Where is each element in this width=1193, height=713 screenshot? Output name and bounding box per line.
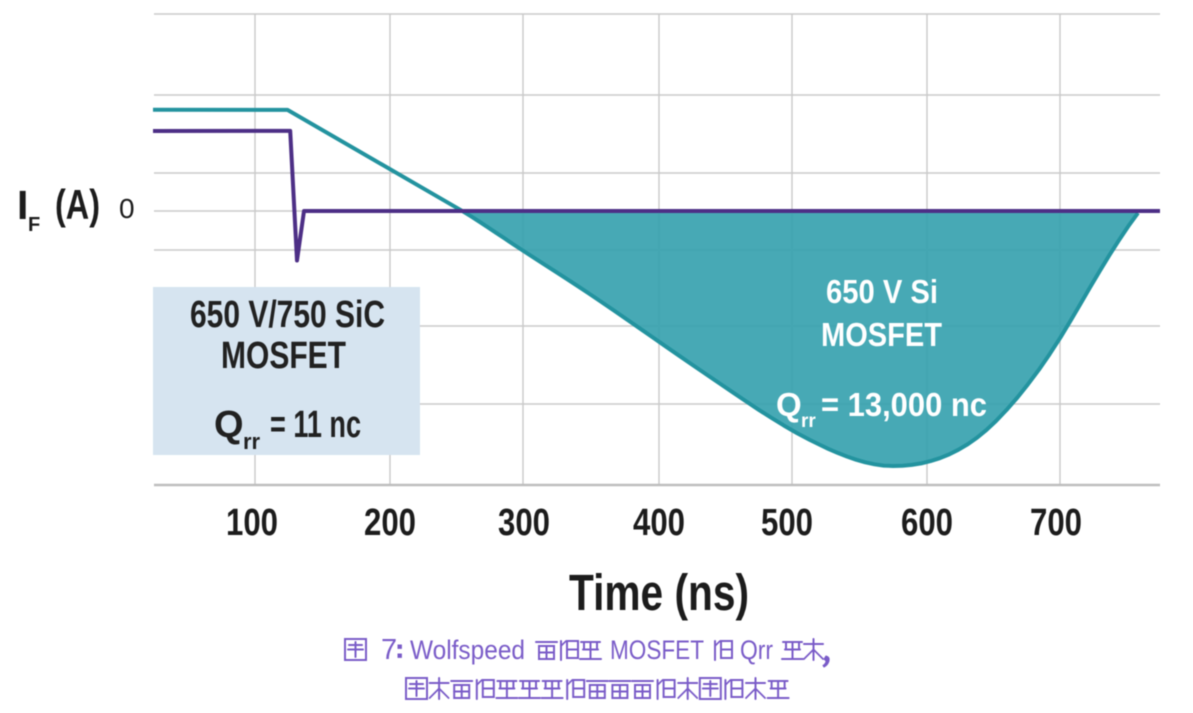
svg-text:7: 7 — [381, 634, 397, 666]
svg-text:(A): (A) — [55, 181, 100, 228]
svg-text:Q: Q — [776, 386, 802, 423]
svg-text:100: 100 — [226, 502, 278, 544]
svg-text:= 11 nc: = 11 nc — [270, 404, 361, 446]
svg-text:400: 400 — [633, 502, 685, 544]
svg-text:MOSFET: MOSFET — [821, 316, 942, 353]
svg-text:F: F — [28, 214, 40, 236]
svg-text:Q: Q — [214, 404, 244, 446]
svg-text:rr: rr — [243, 429, 261, 454]
svg-text:0: 0 — [119, 193, 135, 224]
svg-text:Qrr: Qrr — [740, 635, 773, 665]
svg-text:Wolfspeed: Wolfspeed — [410, 635, 525, 665]
svg-text:MOSFET: MOSFET — [610, 635, 704, 665]
svg-text:500: 500 — [761, 502, 813, 544]
svg-text:300: 300 — [498, 502, 550, 544]
svg-text:Time (ns): Time (ns) — [569, 564, 749, 621]
svg-text:I: I — [17, 182, 28, 228]
svg-text:= 13,000 nc: = 13,000 nc — [821, 386, 987, 423]
svg-text:700: 700 — [1030, 502, 1082, 544]
svg-text:600: 600 — [901, 502, 953, 544]
svg-text:650 V/750 SiC: 650 V/750 SiC — [190, 294, 385, 336]
svg-text:rr: rr — [801, 411, 816, 432]
svg-text:650 V Si: 650 V Si — [826, 273, 938, 310]
svg-text:200: 200 — [364, 502, 416, 544]
svg-text:MOSFET: MOSFET — [221, 335, 346, 377]
